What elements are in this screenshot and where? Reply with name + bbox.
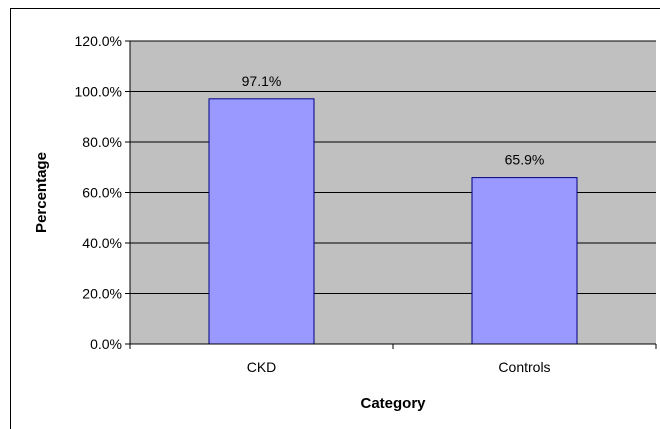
y-tick-labels: 0.0% 20.0% 40.0% 60.0% 80.0% 100.0% 120.0% [75,33,122,352]
x-tick-label: Controls [498,359,550,375]
data-label: 97.1% [242,73,282,89]
x-axis-title: Category [360,395,426,412]
y-tick-label: 100.0% [75,84,122,100]
y-tick-label: 120.0% [75,33,122,49]
x-tick-labels: CKD Controls [247,359,551,375]
y-tick-label: 0.0% [90,336,122,352]
bar-ckd [208,98,315,345]
y-tick-label: 60.0% [82,185,122,201]
axes [129,41,657,349]
data-label: 65.9% [505,152,545,168]
bars [208,98,578,345]
data-labels: 97.1% 65.9% [242,73,545,168]
y-axis-title: Percentage [33,152,50,233]
y-tick-label: 20.0% [82,286,122,302]
y-tick-label: 80.0% [82,134,122,150]
y-tick-label: 40.0% [82,235,122,251]
x-tick-label: CKD [247,359,277,375]
bar-controls [471,177,578,345]
